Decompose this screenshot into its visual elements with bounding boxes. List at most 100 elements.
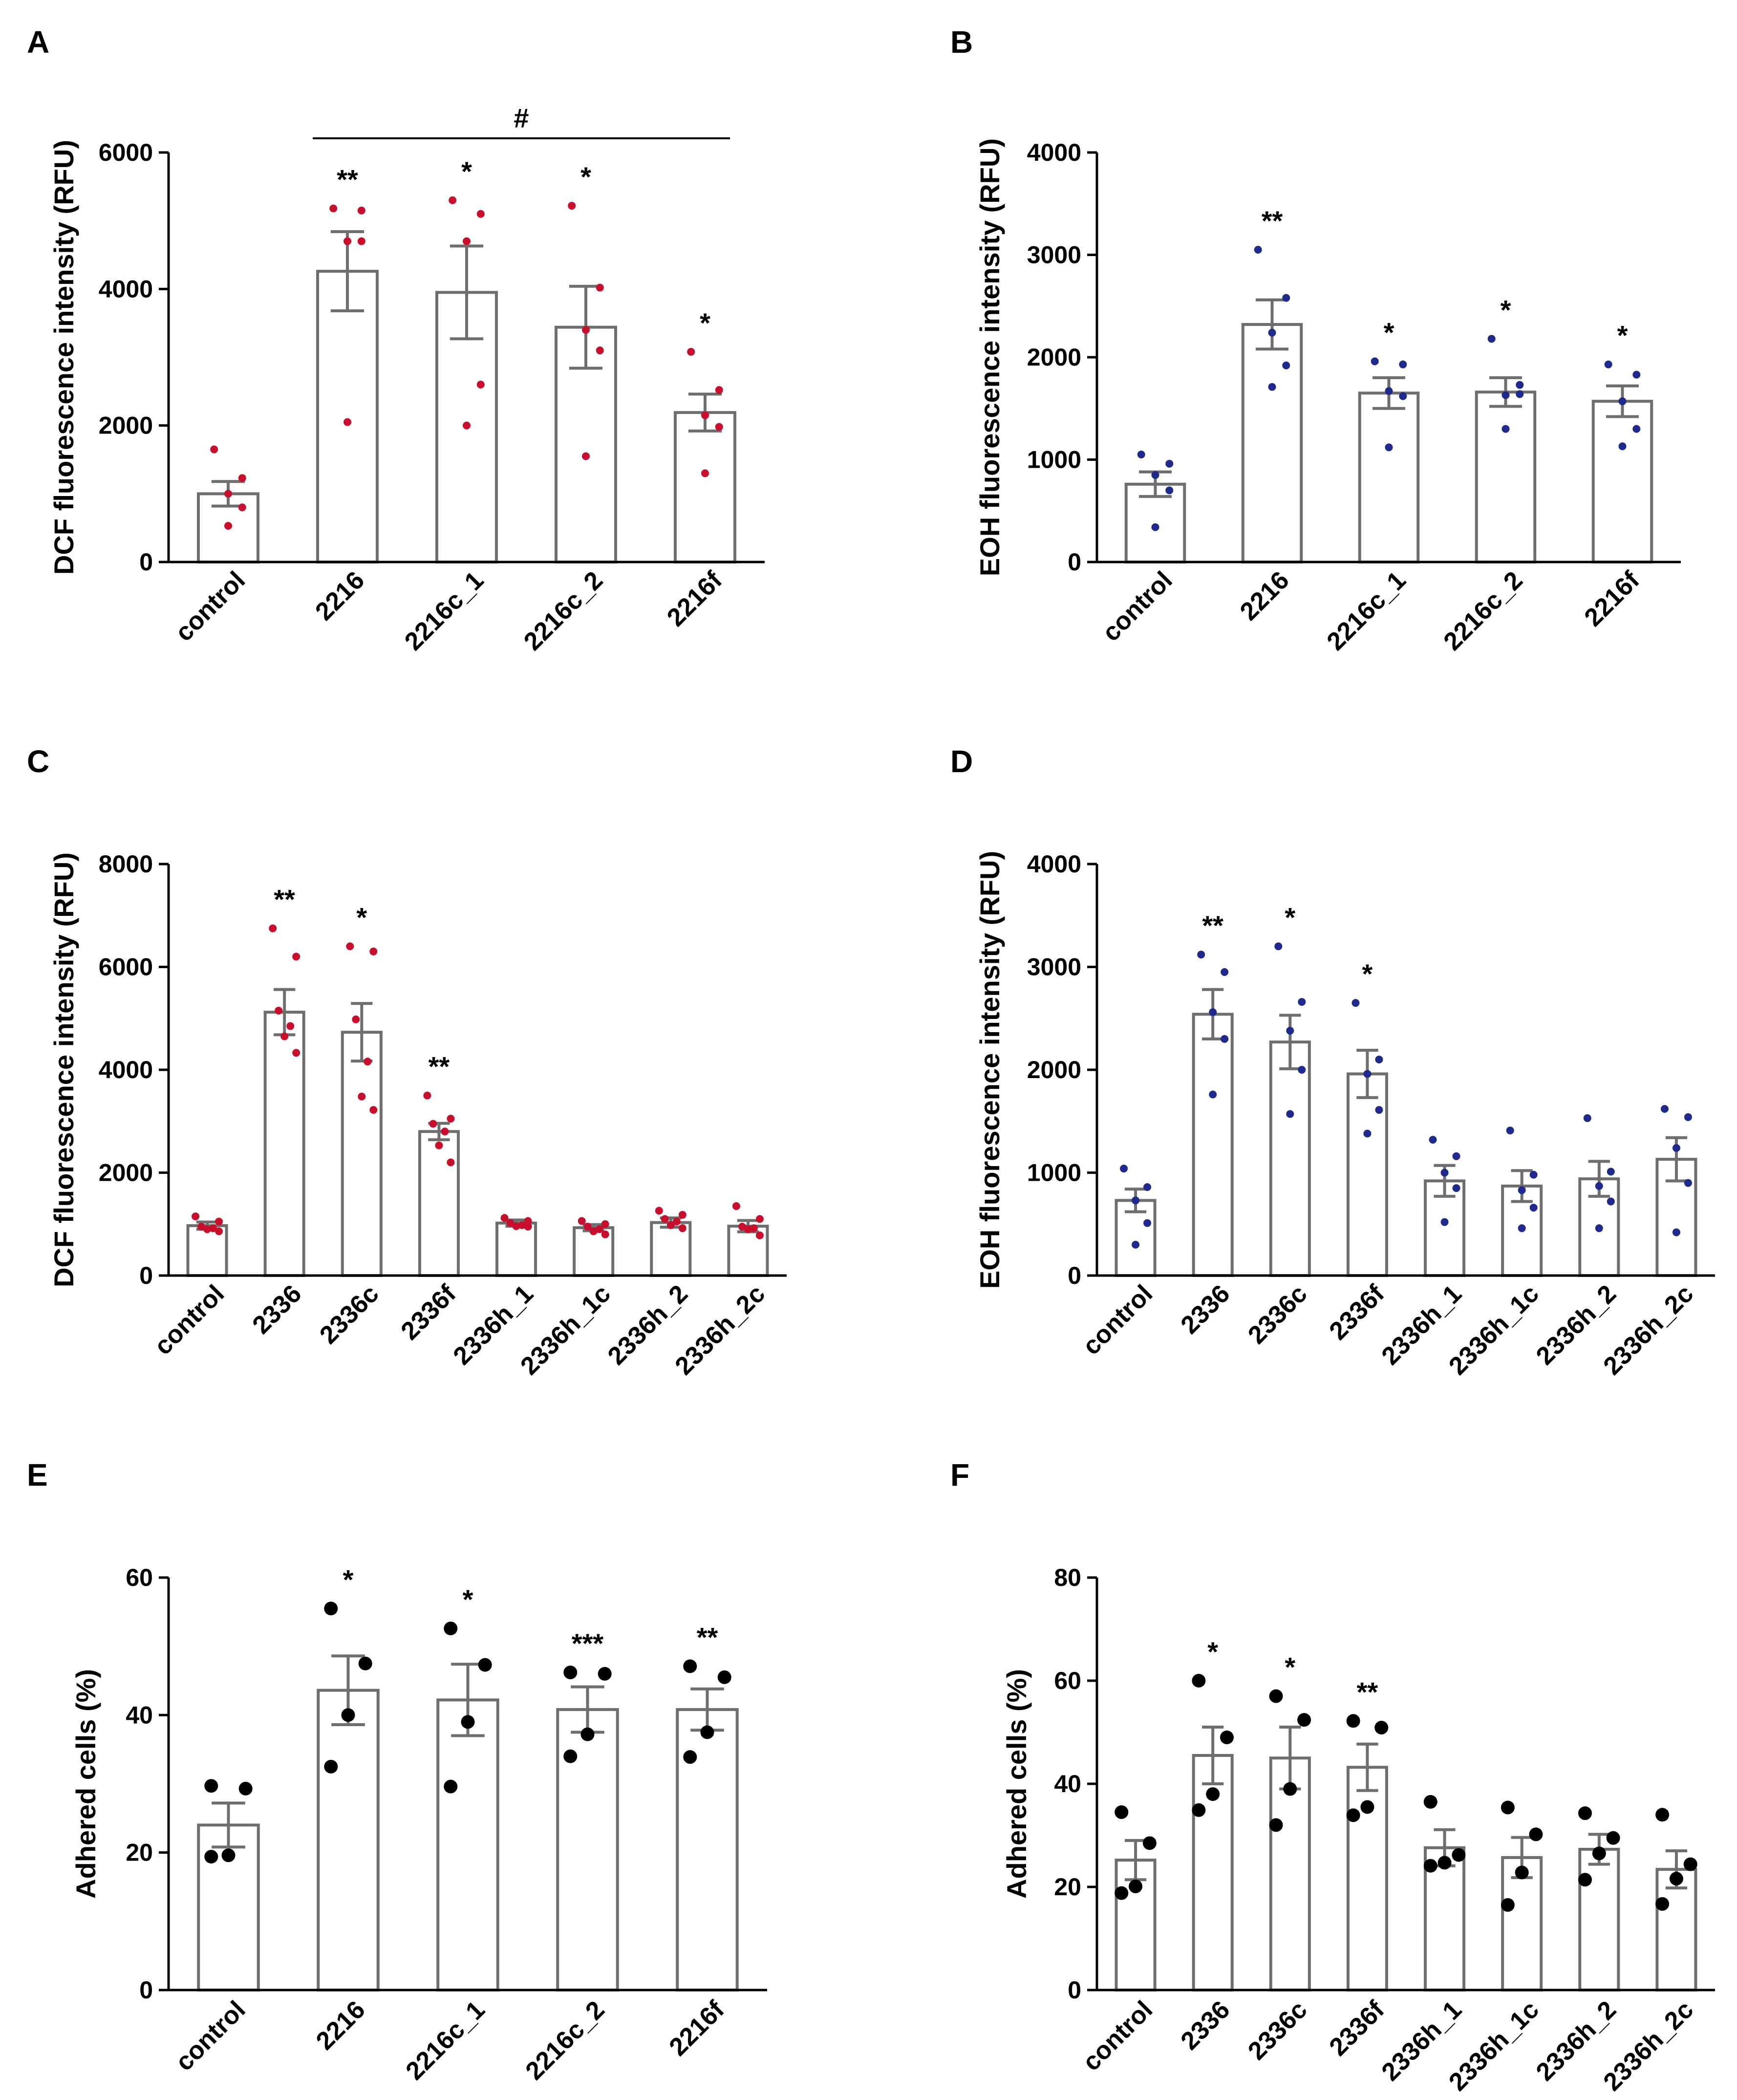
data-point <box>1143 1219 1152 1227</box>
data-point <box>476 210 485 218</box>
data-point <box>678 1211 686 1219</box>
data-point <box>678 1224 686 1233</box>
data-point <box>1268 383 1276 391</box>
category-label: 2336c <box>1243 1995 1312 2065</box>
data-point <box>1452 1848 1466 1862</box>
data-point <box>1192 1803 1206 1817</box>
y-tick-label: 0 <box>139 1262 153 1289</box>
data-point <box>589 1227 598 1235</box>
panel-e-chart: E 0 20 40 60 Adhered cells (%) control 2216 * 221… <box>27 1457 767 2085</box>
data-point <box>601 1230 609 1238</box>
data-point <box>701 469 709 477</box>
data-point <box>364 1058 372 1066</box>
data-point <box>1346 1808 1360 1822</box>
data-point <box>292 1049 300 1057</box>
data-point <box>1221 968 1229 976</box>
data-point <box>715 386 723 394</box>
data-point <box>1346 1714 1360 1728</box>
bar <box>316 270 379 563</box>
data-point <box>583 1223 592 1231</box>
data-point <box>224 521 232 530</box>
data-point <box>512 1222 520 1230</box>
data-point <box>1592 1846 1606 1861</box>
data-point <box>1669 1872 1683 1886</box>
y-axis-label: EOH fluorescence intensity (RFU) <box>974 851 1005 1289</box>
data-point <box>701 411 709 419</box>
data-point <box>1632 370 1641 379</box>
data-point <box>1197 951 1205 959</box>
y-tick-label: 3000 <box>1027 953 1081 981</box>
category-label: 2216 <box>310 566 370 626</box>
significance-marker: * <box>463 1584 473 1615</box>
category-label: control <box>149 1279 230 1361</box>
data-point <box>203 1225 212 1234</box>
category-label: 2336 <box>1176 1995 1236 2056</box>
data-point <box>655 1207 663 1215</box>
category-label: 2216c_1 <box>399 566 489 656</box>
data-point <box>1672 1144 1680 1152</box>
bar <box>436 1698 499 1992</box>
panel-d-chart: D 0 1000 2000 3000 4000 EOH fluorescence inten… <box>950 744 1715 1381</box>
bar <box>341 1031 383 1277</box>
bar <box>1578 1847 1620 1992</box>
data-point <box>197 1223 206 1231</box>
data-point <box>582 452 590 460</box>
significance-marker: * <box>461 156 472 187</box>
data-point <box>286 1022 295 1030</box>
significance-marker: ** <box>1262 205 1283 236</box>
y-axis-label: DCF fluorescence intensity (RFU) <box>48 852 79 1287</box>
significance-marker: * <box>1384 317 1394 347</box>
data-point <box>1607 1197 1615 1206</box>
data-point <box>755 1215 764 1223</box>
data-point <box>666 1221 675 1229</box>
data-point <box>1151 471 1159 479</box>
data-point <box>1143 1183 1152 1191</box>
data-point <box>1684 1113 1692 1121</box>
data-point <box>346 942 354 951</box>
data-point <box>518 1221 526 1229</box>
data-point <box>352 1015 360 1023</box>
data-point <box>1529 1204 1538 1212</box>
y-tick-label: 8000 <box>99 850 153 878</box>
y-tick-label: 2000 <box>99 412 153 439</box>
category-label: 2336 <box>1176 1279 1236 1340</box>
data-point <box>578 1217 586 1225</box>
data-point <box>1206 1787 1220 1801</box>
data-point <box>1501 425 1510 433</box>
data-point <box>732 1202 740 1210</box>
category-label: control <box>1077 1279 1158 1361</box>
bar <box>1591 400 1653 564</box>
panel-letter: E <box>27 1457 48 1493</box>
data-point <box>1672 1228 1680 1236</box>
panel-letter: F <box>950 1457 969 1493</box>
data-point <box>1151 523 1159 531</box>
y-axis-label: Adhered cells (%) <box>1001 1669 1032 1899</box>
data-point <box>1137 451 1145 459</box>
data-point <box>1115 1886 1129 1900</box>
data-point <box>269 924 277 932</box>
data-point <box>563 1666 578 1680</box>
data-point <box>192 1212 200 1220</box>
bar <box>418 1130 460 1277</box>
category-label: 2216 <box>1235 566 1295 626</box>
data-point <box>1371 357 1379 366</box>
panel-letter: A <box>27 24 49 60</box>
data-point <box>700 1725 714 1739</box>
data-point <box>1429 1136 1437 1144</box>
data-point <box>215 1217 223 1226</box>
data-point <box>1437 1856 1452 1870</box>
category-label: control <box>1097 566 1178 647</box>
data-point <box>1660 1104 1669 1113</box>
y-tick-label: 1000 <box>1027 1159 1081 1187</box>
panel-a-chart: A 0 2000 4000 6000 DCF fluorescence intensity… <box>27 24 765 656</box>
data-point <box>1282 294 1290 302</box>
data-point <box>329 204 338 213</box>
data-point <box>1607 1168 1615 1176</box>
data-point <box>1501 1800 1515 1815</box>
category-label: 2216c_2 <box>1438 566 1528 656</box>
data-point <box>672 1217 681 1226</box>
category-label: 2336c <box>1243 1279 1312 1349</box>
data-point <box>524 1217 532 1225</box>
data-point <box>1283 1782 1297 1796</box>
category-label: control <box>170 566 251 647</box>
